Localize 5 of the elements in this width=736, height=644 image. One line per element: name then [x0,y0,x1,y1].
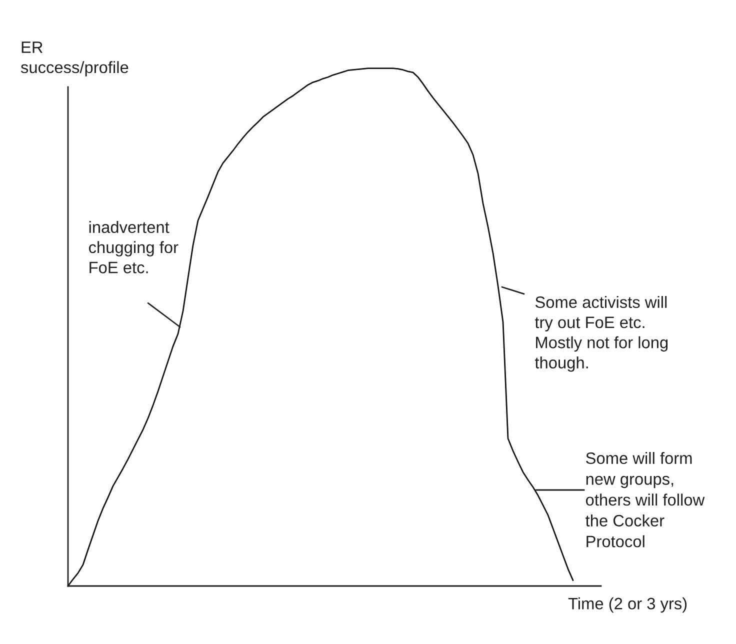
annotation: Some activists will try out FoE etc. Mostly not for long though. [534,296,668,372]
text: Some will form new groups, others will follow the Cocker Protocol [586,452,705,548]
y-axis-title: ER success/profile [20,42,128,76]
x-axis-title: Time (2 or 3 yrs) [568,597,687,613]
annotation: inadvertent chugging for FoE etc. [88,221,178,274]
